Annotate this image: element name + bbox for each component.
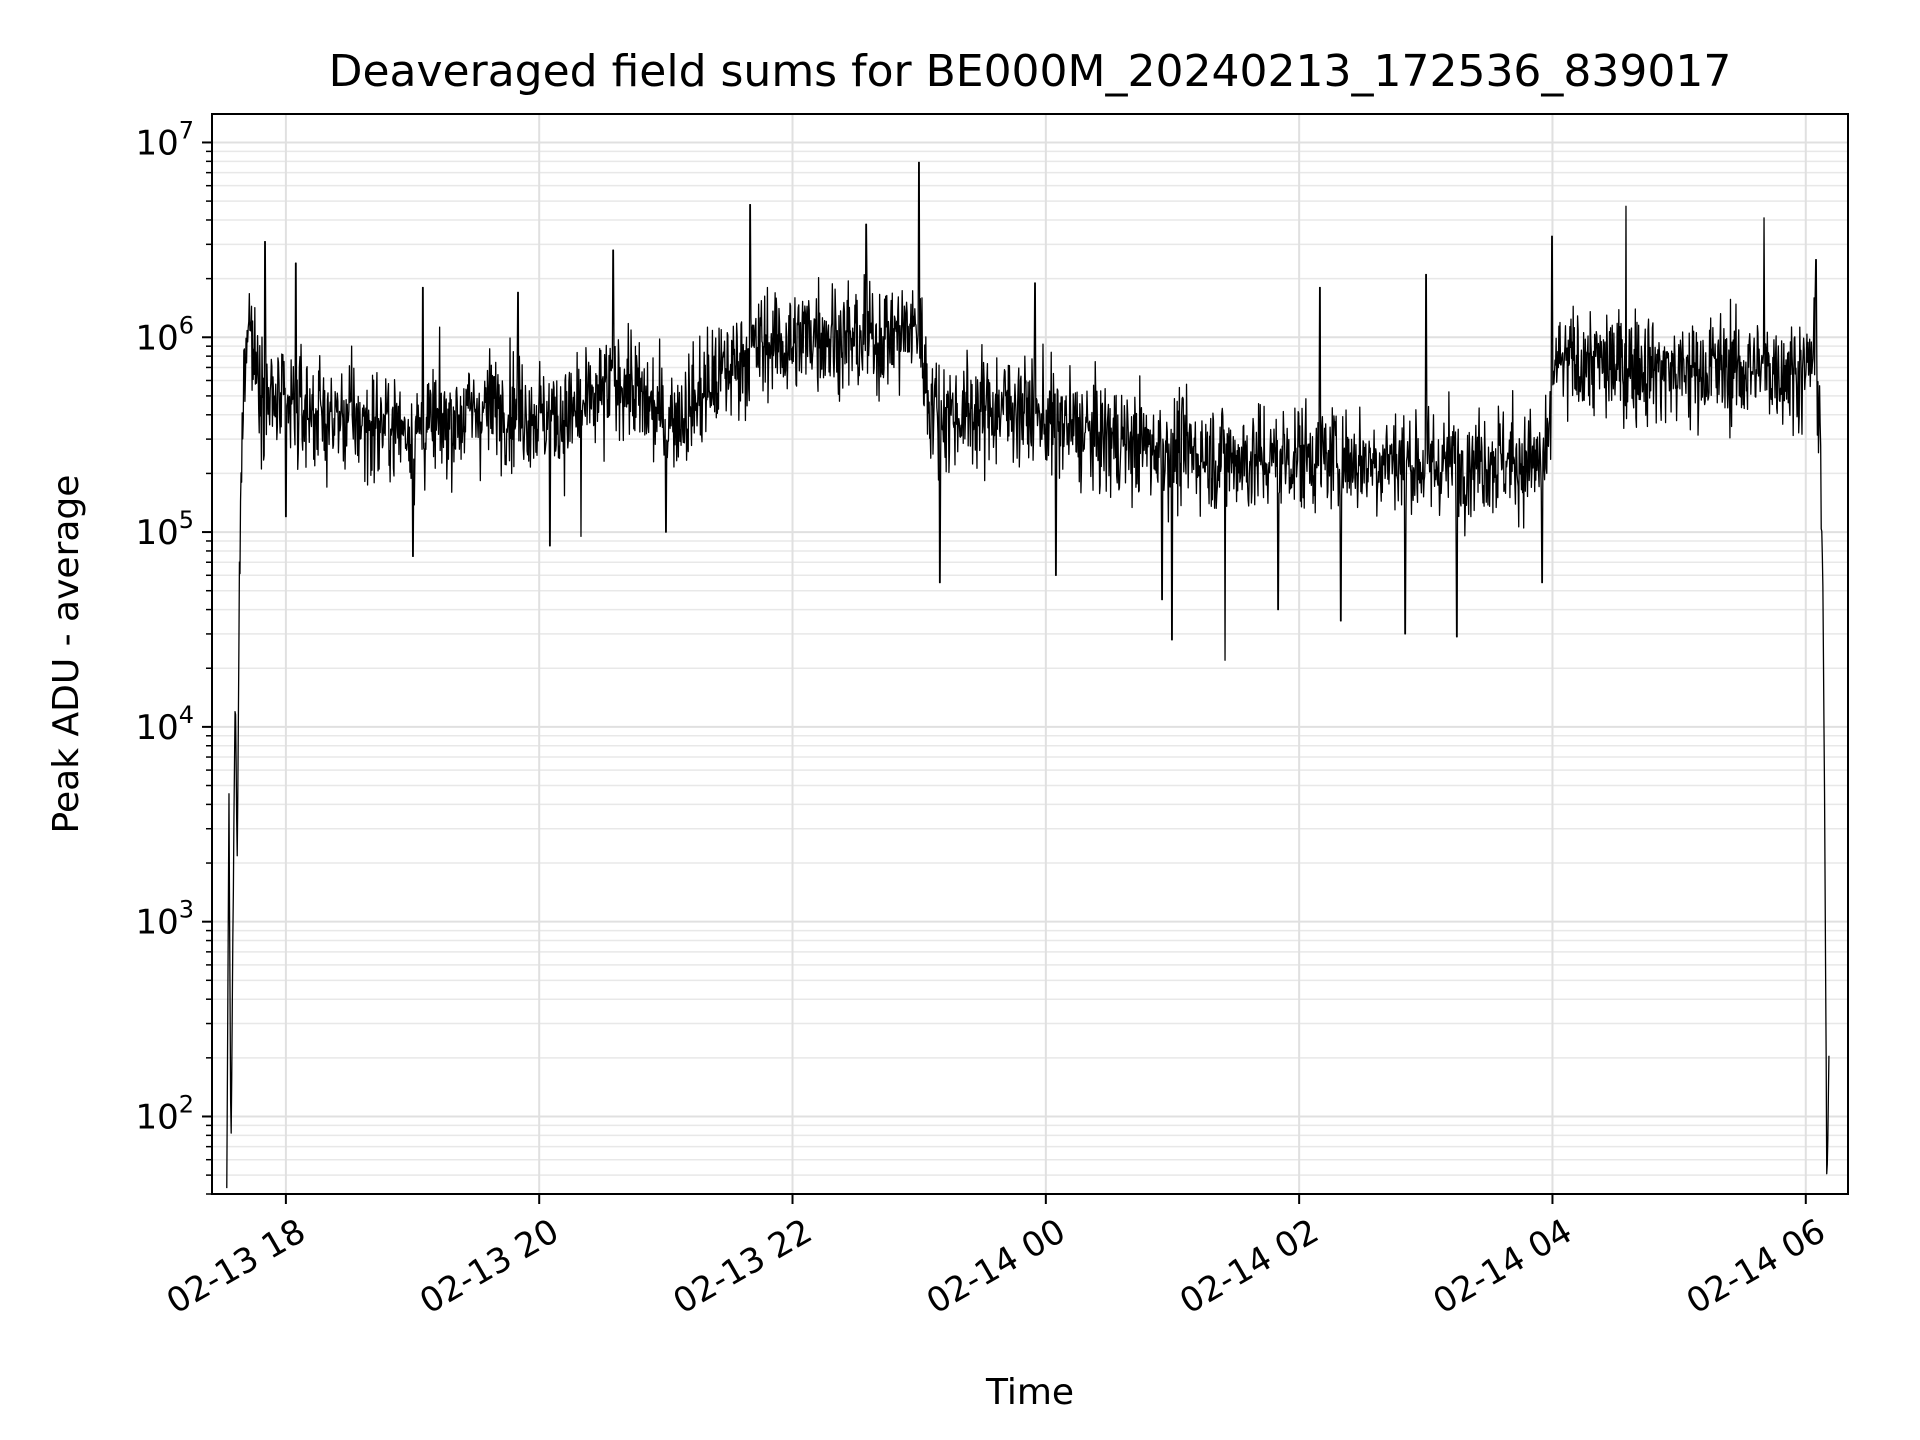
series-layer <box>226 161 1830 1189</box>
y-tick-label: 107 <box>135 116 194 163</box>
plot-frame <box>211 113 1849 1195</box>
y-tick-label: 105 <box>135 506 194 553</box>
y-tick-label: 104 <box>135 701 194 748</box>
y-axis-label: Peak ADU - average <box>46 475 87 834</box>
grid <box>206 114 1848 1195</box>
chart-title: Deaveraged field sums for BE000M_2024021… <box>329 46 1732 97</box>
y-tick-label: 102 <box>135 1090 194 1137</box>
y-axis: 102 103 104 105 106 107 <box>135 116 212 1137</box>
y-tick-label: 106 <box>135 311 194 358</box>
series-line <box>226 161 1830 1189</box>
y-tick-label: 103 <box>135 896 194 943</box>
x-axis-label: Time <box>985 1372 1074 1413</box>
